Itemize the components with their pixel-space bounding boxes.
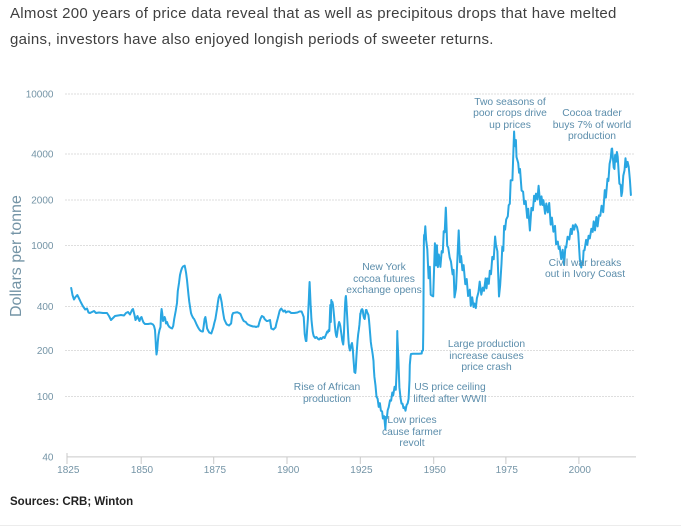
svg-text:1850: 1850 xyxy=(131,465,154,476)
svg-text:4000: 4000 xyxy=(31,150,54,161)
svg-text:1975: 1975 xyxy=(496,465,519,476)
svg-text:1950: 1950 xyxy=(424,465,447,476)
svg-text:100: 100 xyxy=(37,392,54,403)
svg-text:1000: 1000 xyxy=(31,241,54,252)
svg-text:1900: 1900 xyxy=(277,465,300,476)
svg-text:1825: 1825 xyxy=(57,465,80,476)
svg-text:1925: 1925 xyxy=(350,465,373,476)
svg-text:1875: 1875 xyxy=(204,465,227,476)
svg-text:400: 400 xyxy=(37,302,54,313)
svg-text:10000: 10000 xyxy=(26,90,54,101)
svg-text:2000: 2000 xyxy=(569,465,592,476)
svg-text:40: 40 xyxy=(42,453,54,464)
svg-text:2000: 2000 xyxy=(31,196,54,207)
svg-text:200: 200 xyxy=(37,346,54,357)
